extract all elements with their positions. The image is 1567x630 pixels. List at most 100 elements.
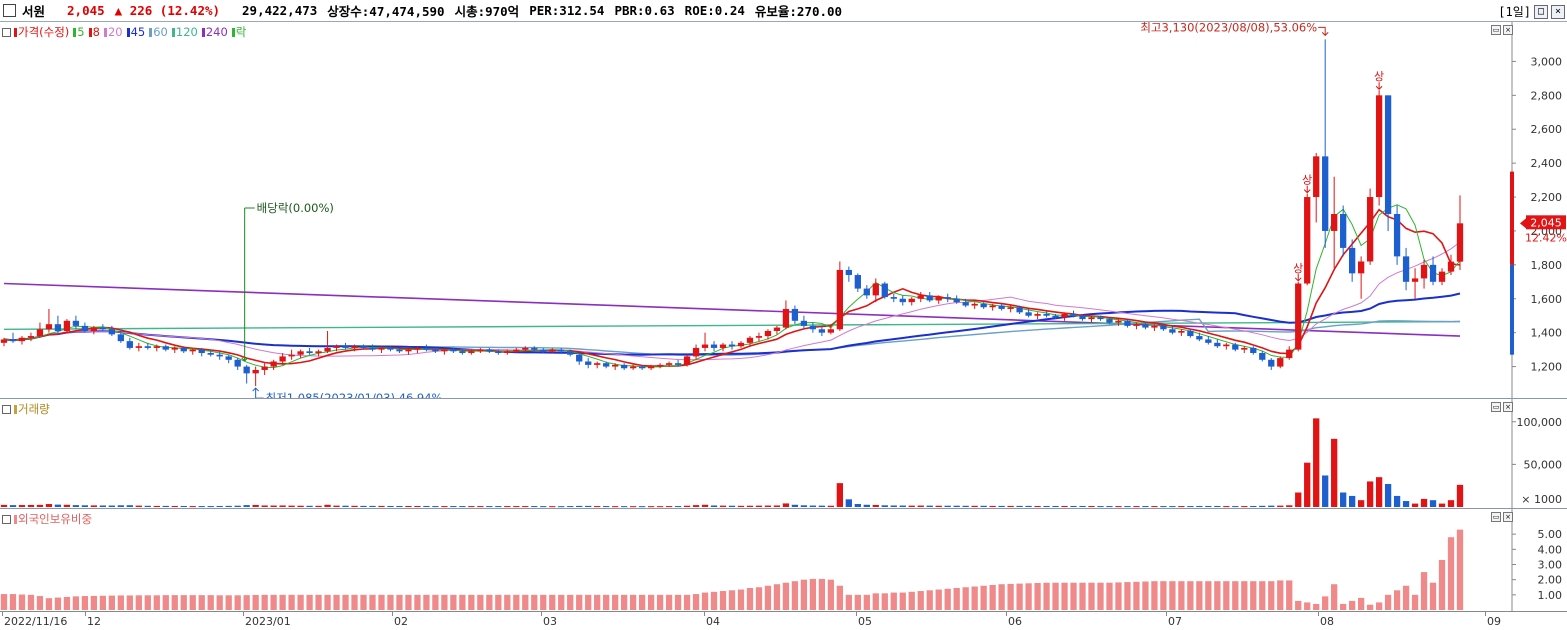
foreign-bar [1016,583,1023,610]
pane-close-icon[interactable]: × [1503,25,1513,35]
limit-up-label: 상 [1374,70,1384,83]
candle-body [989,305,996,308]
legend-item[interactable]: 8 [88,25,100,39]
volume-bar [1178,506,1185,508]
volume-bar [387,505,394,507]
pane-close-icon[interactable]: × [1503,402,1513,412]
foreign-bar [531,594,538,610]
legend-item[interactable]: 5 [73,25,85,39]
volume-bar [1402,501,1410,507]
ma120-line [3,320,1461,330]
candle-body [1456,223,1464,262]
foreign-bar [656,594,664,610]
legend-item[interactable]: 20 [103,25,123,39]
volume-bar [1097,506,1104,508]
volume-bar [1034,505,1041,507]
foreign-bar [1061,582,1068,610]
foreign-bar [468,594,475,610]
foreign-bar [728,590,736,610]
limit-up-label: 상 [1293,262,1303,275]
select-checkbox[interactable] [3,4,16,17]
volume-bar [953,505,960,507]
candle-body [1160,325,1167,330]
candle-body [926,295,933,301]
pane-restore-icon[interactable]: ▭ [1491,402,1501,412]
foreign-bar [962,587,969,610]
x-tick-label: 04 [706,615,720,628]
volume-bar [0,504,8,507]
legend-item[interactable]: 60 [149,25,168,39]
y-tick-label: 2,800 [1531,89,1563,102]
foreign-bar [342,594,349,610]
volume-bar [1286,505,1293,507]
foreign-bar [1420,572,1428,610]
foreign-bar [800,579,808,610]
volume-bar [1375,477,1383,507]
pane-close-icon[interactable]: × [1503,512,1513,522]
stock-name: 서원 [22,4,46,19]
candle-body [962,302,969,306]
candle-body [1438,271,1446,282]
foreign-pane-checkbox[interactable] [2,514,11,524]
foreign-bar [1034,583,1041,610]
volume-bar [1115,506,1122,508]
candle-body [36,329,44,337]
dividend-marker [241,207,255,362]
volume-bar [1133,506,1140,508]
volume-bar [18,505,26,507]
candle-body [971,303,978,306]
foreign-bar [647,594,655,610]
period-selector[interactable]: [1일] [1498,5,1531,19]
candle-body [0,339,8,343]
foreign-bar [980,585,987,610]
legend-item[interactable]: 120 [171,25,198,39]
foreign-bar [881,593,888,610]
x-tick-label: 03 [543,615,557,628]
candle-body [1124,320,1131,326]
volume-bar [81,505,89,507]
candle-body [899,298,906,303]
volume-bar [1357,500,1365,507]
pane-restore-icon[interactable]: ▭ [1491,25,1501,35]
foreign-bar [1304,602,1311,610]
volume-bar [171,505,178,507]
foreign-bar [1411,594,1419,610]
price-pane-checkbox[interactable] [2,27,11,37]
legend-item[interactable]: 240 [201,25,228,39]
volume-bar [585,505,592,507]
legend-item[interactable]: 가격(수정) [14,24,69,40]
candle-body [459,351,466,354]
volume-bar [935,505,942,507]
candle-body [1447,261,1455,272]
volume-bar [1124,506,1131,508]
volume-bar [621,506,628,508]
x-tick-label: 09 [1487,615,1501,628]
volume-bar [135,505,142,507]
price-chart[interactable]: 3,0002,8002,6002,4002,2002,0001,8001,600… [0,20,1567,405]
y-tick-label: 3,000 [1531,55,1563,68]
legend-item[interactable]: 45 [126,25,145,39]
foreign-bar [27,594,35,610]
candle-body [854,275,861,289]
foreign-bar [360,594,367,610]
volume-pane-checkbox[interactable] [2,404,11,414]
close-icon[interactable]: × [1551,4,1565,19]
foreign-bar [1124,582,1131,610]
candle-body [1357,261,1365,274]
foreign-bar [1429,582,1437,610]
foreign-ownership-chart[interactable]: 5.00 4.00 3.00 2.00 1.00 [0,509,1567,612]
volume-bar [198,506,205,508]
volume-bar [486,506,493,508]
volume-bar [1393,495,1401,507]
volume-bar [899,505,906,507]
foreign-bar [1025,583,1032,610]
legend-item[interactable]: 락 [231,24,246,40]
foreign-bar [1250,581,1257,610]
volume-chart[interactable]: 100,000 50,000 × 1000 [0,399,1567,509]
volume-bar [126,505,133,507]
y-tick-label: 2,400 [1531,157,1563,170]
candle-body [495,351,502,354]
pane-restore-icon[interactable]: ▭ [1491,512,1501,522]
maximize-icon[interactable]: □ [1534,4,1548,19]
foreign-bar [1142,581,1149,610]
